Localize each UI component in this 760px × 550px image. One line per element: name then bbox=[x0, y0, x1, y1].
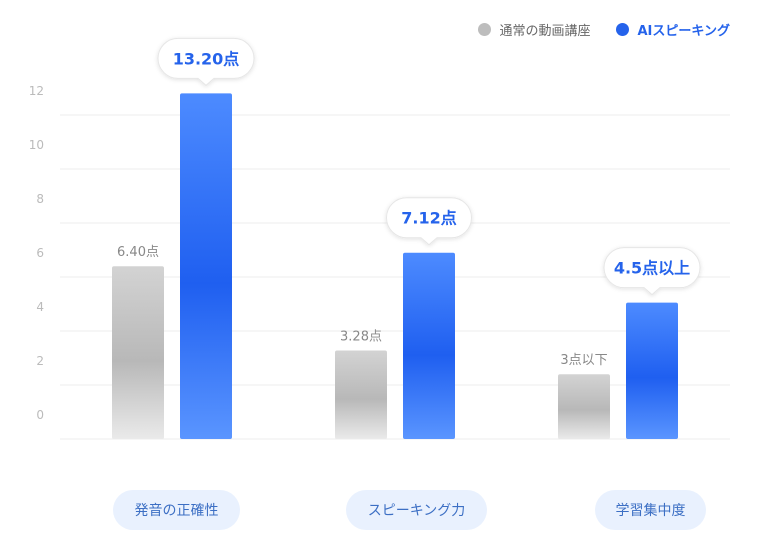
bar-label-normal: 3.28点 bbox=[340, 329, 382, 344]
legend: 通常の動画講座 AIスピーキング bbox=[452, 20, 730, 39]
legend-item-normal: 通常の動画講座 bbox=[478, 20, 590, 39]
category-pill-pronunciation: 発音の正確性 bbox=[113, 490, 240, 530]
bar-label-ai: 7.12点 bbox=[401, 209, 456, 228]
bar-label-ai: 4.5点以上 bbox=[614, 259, 690, 278]
category-pill-focus: 学習集中度 bbox=[595, 490, 706, 530]
callout-bubble bbox=[386, 197, 472, 246]
legend-label-normal: 通常の動画講座 bbox=[499, 24, 591, 39]
bar-normal bbox=[558, 374, 610, 439]
bar-label-normal: 3点以下 bbox=[560, 353, 607, 368]
bar-label-ai: 13.20点 bbox=[173, 49, 240, 68]
y-tick-label: 12 bbox=[29, 84, 44, 98]
bar-normal bbox=[335, 350, 387, 439]
bar-ai bbox=[403, 252, 455, 439]
legend-item-ai: AIスピーキング bbox=[616, 20, 730, 39]
bar-normal bbox=[112, 266, 164, 439]
bar-ai bbox=[180, 93, 232, 440]
callout-bubble bbox=[157, 37, 255, 87]
legend-dot-ai-icon bbox=[616, 23, 630, 36]
y-tick-label: 6 bbox=[36, 246, 44, 260]
bar-label-normal: 6.40点 bbox=[117, 245, 159, 260]
legend-label-ai: AIスピーキング bbox=[637, 24, 730, 39]
bar-ai bbox=[626, 302, 678, 439]
y-tick-label: 10 bbox=[29, 138, 44, 152]
y-tick-label: 0 bbox=[36, 408, 44, 422]
callout-bubble bbox=[603, 247, 701, 296]
legend-dot-normal-icon bbox=[478, 23, 492, 36]
y-tick-label: 8 bbox=[36, 192, 44, 206]
y-tick-label: 2 bbox=[36, 354, 44, 368]
y-tick-label: 4 bbox=[36, 300, 44, 314]
category-pill-speaking: スピーキング力 bbox=[346, 490, 487, 530]
